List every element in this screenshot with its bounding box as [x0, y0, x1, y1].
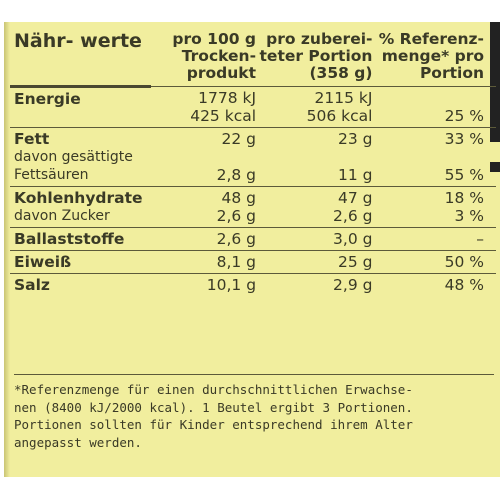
header-reference: % Referenz- menge* pro Portion	[372, 31, 496, 87]
protein-per100: 8,1 g	[150, 250, 257, 274]
row-carbs-portion: 47 g 2,6 g	[256, 186, 373, 228]
fat-per100: 22 g	[221, 130, 257, 148]
fat-ref: 33 %	[444, 130, 484, 148]
footnote-line4: angepasst werden.	[14, 434, 142, 450]
row-energy-portion: 2115 kJ 506 kcal	[256, 86, 373, 128]
header-per-portion-line3: (358 g)	[309, 64, 373, 82]
salt-ref: 48 %	[372, 273, 496, 296]
header-per-100g-line1: pro 100 g	[172, 30, 257, 48]
header-per-100g: pro 100 g Trocken- produkt	[150, 30, 257, 87]
energy-label: Energie	[14, 90, 81, 108]
protein-portion: 25 g	[256, 250, 373, 274]
header-nutrients-line1: Nähr-	[14, 30, 74, 52]
salt-label: Salz	[14, 276, 50, 294]
header-per-100g-line2: Trocken-	[181, 47, 257, 65]
fat-portion-spacer	[256, 148, 372, 166]
salt-per100: 10,1 g	[150, 273, 257, 296]
footnote-line2: nen (8400 kJ/2000 kcal). 1 Beutel ergibt…	[14, 399, 413, 415]
fat-ref-spacer	[372, 148, 484, 166]
fat-portion: 23 g	[337, 130, 373, 148]
fiber-label: Ballaststoffe	[14, 230, 125, 248]
header-nutrients: Nähr- werte	[10, 30, 151, 88]
carbs-portion: 47 g	[337, 189, 373, 207]
row-fiber: Ballaststoffe 2,6 g 3,0 g –	[10, 227, 496, 251]
row-carbs-ref: 18 % 3 %	[372, 186, 496, 228]
row-protein-name: Eiweiß	[10, 250, 151, 274]
energy-portion-kcal: 506 kcal	[306, 107, 373, 125]
footnote-line1: *Referenzmenge für einen durchschnittlic…	[14, 382, 413, 397]
row-fat: Fett davon gesättigte Fettsäuren 22 g 2,…	[10, 127, 496, 187]
energy-portion-kj: 2115 kJ	[314, 89, 373, 107]
row-fiber-name: Ballaststoffe	[10, 227, 151, 251]
carbs-per100: 48 g	[221, 189, 257, 207]
row-fat-name: Fett davon gesättigte Fettsäuren	[10, 127, 151, 187]
sugar-ref: 3 %	[454, 207, 484, 225]
saturated-label-line1: davon gesättigte	[14, 149, 133, 165]
row-protein: Eiweiß 8,1 g 25 g 50 %	[10, 250, 496, 274]
fiber-per100: 2,6 g	[150, 227, 257, 251]
header-reference-line3: pro Portion	[419, 47, 484, 82]
fiber-portion: 3,0 g	[256, 227, 373, 251]
sugar-portion: 2,6 g	[333, 207, 373, 225]
sugar-label: davon Zucker	[14, 208, 110, 224]
salt-portion: 2,9 g	[256, 273, 373, 296]
header-per-portion-line2: teter Portion	[259, 47, 373, 65]
header-per-100g-line3: produkt	[186, 64, 257, 82]
nutrition-label: Nähr- werte pro 100 g Trocken- produkt p…	[4, 22, 500, 477]
footnote-line3: Portionen sollten für Kinder entsprechen…	[14, 417, 413, 432]
header-reference-line2: menge*	[381, 47, 450, 65]
row-fat-ref: 33 % 55 %	[372, 127, 496, 187]
row-carbs: Kohlenhydrate davon Zucker 48 g 2,6 g 47…	[10, 186, 496, 228]
row-energy-name: Energie	[10, 86, 151, 128]
header-per-portion: pro zuberei- teter Portion (358 g)	[256, 30, 373, 87]
energy-ref-line1	[372, 89, 484, 107]
row-energy-per100: 1778 kJ 425 kcal	[150, 86, 257, 128]
protein-label: Eiweiß	[14, 253, 72, 271]
energy-per100-kj: 1778 kJ	[198, 89, 257, 107]
energy-per100-kcal: 425 kcal	[190, 107, 257, 125]
saturated-label-line2: Fettsäuren	[14, 167, 89, 183]
row-carbs-per100: 48 g 2,6 g	[150, 186, 257, 228]
footnote: *Referenzmenge für einen durchschnittlic…	[14, 374, 494, 451]
row-energy: Energie 1778 kJ 425 kcal 2115 kJ 506 kca…	[10, 86, 496, 128]
saturated-per100: 2,8 g	[216, 166, 257, 184]
row-salt-name: Salz	[10, 273, 151, 296]
header-reference-line1: % Referenz-	[378, 30, 484, 48]
fat-per100-spacer	[151, 148, 256, 166]
row-fat-portion: 23 g 11 g	[256, 127, 373, 187]
row-energy-ref: 25 %	[372, 86, 496, 128]
carbs-label: Kohlenhydrate	[14, 189, 143, 207]
fat-label: Fett	[14, 130, 50, 148]
saturated-portion: 11 g	[337, 166, 373, 184]
header-per-portion-line1: pro zuberei-	[266, 30, 373, 48]
saturated-ref: 55 %	[444, 166, 484, 184]
protein-ref: 50 %	[372, 250, 496, 274]
energy-ref-percent: 25 %	[444, 107, 484, 125]
row-salt: Salz 10,1 g 2,9 g 48 %	[10, 273, 496, 296]
sugar-per100: 2,6 g	[216, 207, 257, 225]
row-fat-per100: 22 g 2,8 g	[150, 127, 257, 187]
nutrition-table: Nähr- werte pro 100 g Trocken- produkt p…	[10, 31, 496, 296]
header-row: Nähr- werte pro 100 g Trocken- produkt p…	[10, 30, 496, 88]
carbs-ref: 18 %	[444, 189, 484, 207]
row-carbs-name: Kohlenhydrate davon Zucker	[10, 186, 151, 228]
header-nutrients-line2: werte	[80, 30, 142, 52]
fiber-ref: –	[372, 227, 496, 251]
